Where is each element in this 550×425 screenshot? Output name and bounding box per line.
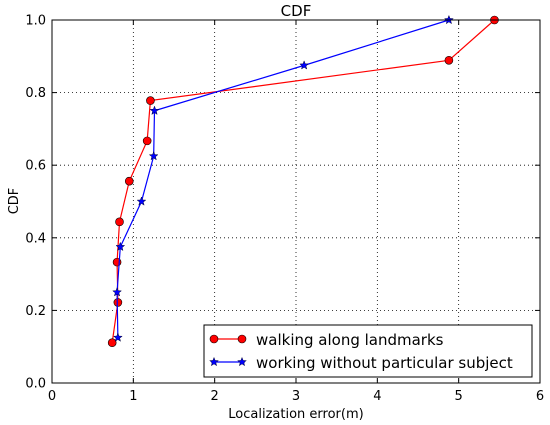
legend-marker-series-1 <box>237 334 247 344</box>
x-tick-label: 4 <box>373 389 381 404</box>
axis-ticks: 0 1 2 3 4 5 6 0.0 0.2 0.4 0.6 0.8 1.0 <box>25 14 544 405</box>
y-axis-title: CDF <box>7 188 22 215</box>
y-tick-label: 0.2 <box>25 304 46 319</box>
y-tick-label: 0.6 <box>25 159 46 174</box>
legend-box <box>203 324 533 378</box>
series-2-point <box>112 332 123 342</box>
y-tick-label: 0.8 <box>25 86 46 101</box>
y-tick-label: 1.0 <box>25 14 46 29</box>
series-layer <box>107 14 499 348</box>
series-2-point <box>299 60 310 70</box>
x-tick-label: 6 <box>536 389 544 404</box>
legend-samples <box>209 334 247 367</box>
y-tick-label: 0.0 <box>25 377 46 392</box>
x-tick-label: 1 <box>129 389 137 404</box>
legend-marker-series-1 <box>209 334 219 344</box>
series-1-point <box>124 176 134 186</box>
series-1-point <box>444 55 454 65</box>
x-tick-label: 0 <box>48 389 56 404</box>
series-2-point <box>149 105 160 115</box>
series-1-point <box>146 96 155 105</box>
series-2-point <box>112 287 123 297</box>
x-axis-title: Localization error(m) <box>228 407 363 422</box>
x-tick-label: 3 <box>292 389 300 404</box>
x-tick-label: 2 <box>211 389 219 404</box>
series-1-line <box>111 19 495 343</box>
chart-title: CDF <box>281 2 312 20</box>
legend: walking along landmarks working without … <box>203 324 533 378</box>
series-2-point <box>148 150 159 161</box>
series-1-point <box>142 136 152 146</box>
legend-marker-series-2 <box>209 356 219 367</box>
legend-label-series-1: walking along landmarks <box>256 331 444 349</box>
legend-label-series-2: working without particular subject <box>256 354 513 372</box>
x-tick-label: 5 <box>455 389 463 404</box>
y-tick-label: 0.4 <box>25 231 46 246</box>
series-2-point <box>115 241 126 252</box>
legend-marker-series-2 <box>237 356 247 367</box>
series-2-point <box>136 196 147 206</box>
series-1-point <box>115 217 124 227</box>
series-2-line <box>116 19 450 338</box>
series-1-point <box>107 338 117 348</box>
